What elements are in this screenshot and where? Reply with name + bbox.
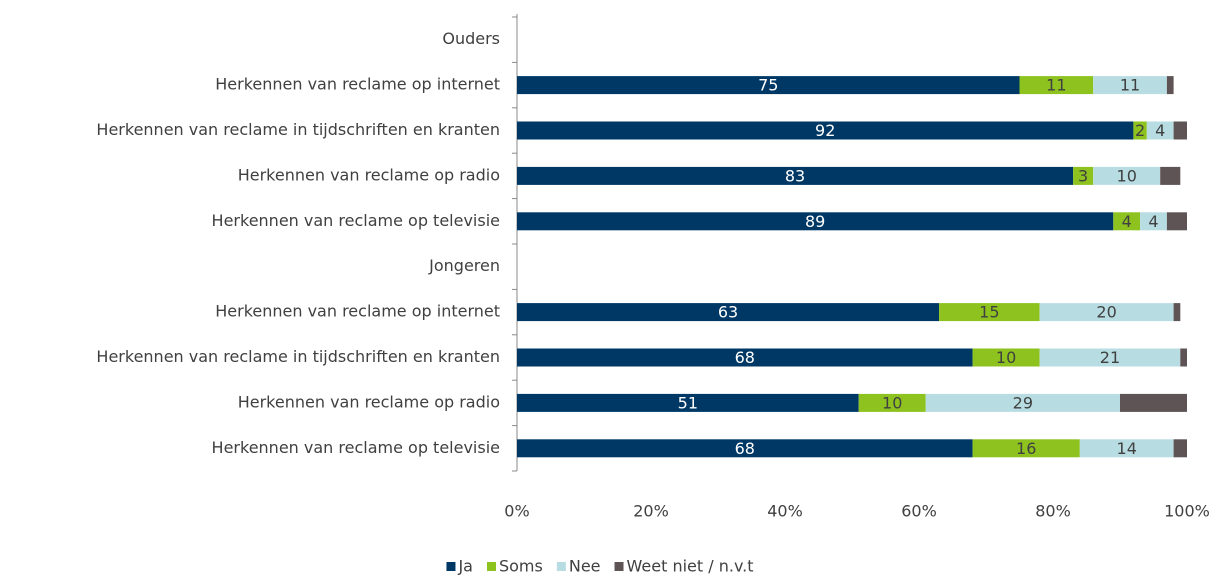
bar-segment bbox=[1180, 348, 1187, 367]
x-tick-label: 40% bbox=[767, 502, 803, 521]
legend-swatch bbox=[614, 562, 624, 571]
bar-segment bbox=[517, 348, 973, 367]
bar-segment bbox=[1093, 166, 1161, 185]
legend-label: Nee bbox=[569, 557, 601, 576]
data-label: 63 bbox=[718, 303, 738, 322]
bar-segment bbox=[517, 439, 973, 458]
bar-segment bbox=[1173, 121, 1187, 140]
bar-segment bbox=[1113, 212, 1141, 231]
category-label: Herkennen van reclame in tijdschriften e… bbox=[96, 120, 500, 139]
data-label: 68 bbox=[735, 439, 755, 458]
bar-segment bbox=[1140, 212, 1167, 231]
bar-segment bbox=[1173, 303, 1181, 322]
category-label: Herkennen van reclame in tijdschriften e… bbox=[96, 347, 500, 366]
data-label: 16 bbox=[1016, 439, 1036, 458]
data-label: 89 bbox=[805, 212, 825, 231]
data-label: 10 bbox=[1117, 166, 1137, 185]
data-label: 14 bbox=[1117, 439, 1137, 458]
bar-segment bbox=[1133, 121, 1147, 140]
bar-segment bbox=[1039, 348, 1181, 367]
x-tick-label: 80% bbox=[1035, 502, 1071, 521]
data-label: 68 bbox=[735, 348, 755, 367]
data-label: 15 bbox=[979, 303, 999, 322]
x-tick-label: 100% bbox=[1164, 502, 1210, 521]
category-label: Herkennen van reclame op televisie bbox=[212, 438, 500, 457]
data-label: 10 bbox=[882, 393, 902, 412]
bar-segment bbox=[1073, 166, 1094, 185]
legend-label: Ja bbox=[457, 557, 473, 576]
category-label: Herkennen van reclame op radio bbox=[238, 392, 500, 411]
bar-segment bbox=[1166, 76, 1174, 95]
bar-segment bbox=[1079, 439, 1174, 458]
bar-segment bbox=[1093, 76, 1167, 95]
bar-segment bbox=[939, 303, 1040, 322]
category-label: Herkennen van reclame op internet bbox=[215, 302, 500, 321]
bar-segment bbox=[1019, 76, 1094, 95]
legend-label: Soms bbox=[499, 557, 543, 576]
data-label: 92 bbox=[815, 121, 835, 140]
bar-segment bbox=[517, 166, 1074, 185]
bar-segment bbox=[1160, 166, 1181, 185]
category-label: Herkennen van reclame op radio bbox=[238, 165, 500, 184]
category-label: Herkennen van reclame op internet bbox=[215, 75, 500, 94]
data-label: 21 bbox=[1100, 348, 1120, 367]
legend-swatch bbox=[486, 562, 496, 571]
bar-segment bbox=[517, 303, 940, 322]
data-label: 4 bbox=[1148, 212, 1158, 231]
bar-segment bbox=[517, 121, 1134, 140]
bar-segment bbox=[858, 393, 926, 412]
data-label: 4 bbox=[1155, 121, 1165, 140]
bar-segment bbox=[972, 348, 1040, 367]
data-label: 2 bbox=[1135, 121, 1145, 140]
bar-segment bbox=[972, 439, 1080, 458]
data-label: 75 bbox=[758, 76, 778, 95]
category-label: Jongeren bbox=[428, 256, 500, 275]
data-label: 3 bbox=[1078, 166, 1088, 185]
bar-segment bbox=[517, 212, 1114, 231]
legend-swatch bbox=[556, 562, 566, 571]
bar-segment bbox=[1146, 121, 1174, 140]
data-label: 11 bbox=[1046, 76, 1066, 95]
data-label: 51 bbox=[678, 393, 698, 412]
x-tick-label: 20% bbox=[633, 502, 669, 521]
data-label: 20 bbox=[1096, 303, 1116, 322]
bar-segment bbox=[1120, 393, 1187, 412]
data-label: 11 bbox=[1120, 76, 1140, 95]
bar-segment bbox=[517, 393, 859, 412]
x-tick-label: 0% bbox=[504, 502, 529, 521]
data-label: 10 bbox=[996, 348, 1016, 367]
bar-segment bbox=[1039, 303, 1174, 322]
bar-segment bbox=[517, 76, 1020, 95]
bar-segment bbox=[1166, 212, 1187, 231]
legend-label: Weet niet / n.v.t bbox=[627, 557, 754, 576]
category-label: Ouders bbox=[442, 29, 500, 48]
bar-segment bbox=[1173, 439, 1187, 458]
data-label: 4 bbox=[1122, 212, 1132, 231]
legend-swatch bbox=[446, 562, 456, 571]
x-tick-label: 60% bbox=[901, 502, 937, 521]
data-label: 29 bbox=[1013, 393, 1033, 412]
data-label: 83 bbox=[785, 166, 805, 185]
category-label: Herkennen van reclame op televisie bbox=[212, 211, 500, 230]
bar-segment bbox=[925, 393, 1120, 412]
